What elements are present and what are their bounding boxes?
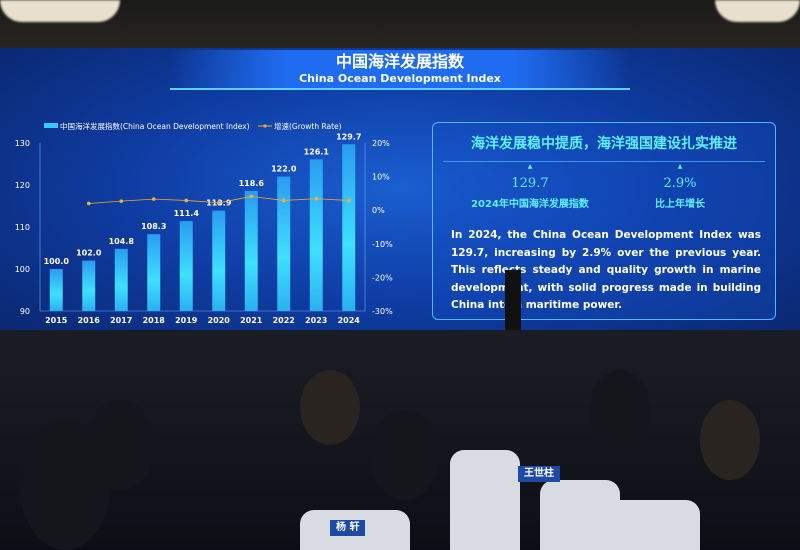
bar-value-label: 100.0 xyxy=(44,257,70,266)
summary-panel: 海洋发展稳中提质，海洋强国建设扎实推进 ▲ 129.7 2024年中国海洋发展指… xyxy=(432,122,776,320)
bar-value-label: 108.3 xyxy=(141,222,166,231)
growth-point-2024 xyxy=(346,198,351,203)
y-tick-label: 120 xyxy=(15,181,30,190)
audience-head xyxy=(370,410,440,500)
bar-value-label: 111.4 xyxy=(174,209,200,218)
triangle-up-icon: ▲ xyxy=(677,163,683,170)
stat-value: 129.7 xyxy=(511,176,549,191)
chair xyxy=(450,450,520,550)
legend-bar-label: 中国海洋发展指数(China Ocean Development Index) xyxy=(60,121,250,131)
x-tick-label: 2019 xyxy=(175,316,198,325)
legend-bar-swatch xyxy=(44,123,58,128)
bar-2021 xyxy=(244,190,258,311)
stat-label: 比上年增长 xyxy=(655,199,705,210)
growth-point-2018 xyxy=(151,197,156,201)
audience-head xyxy=(85,400,155,490)
growth-point-2019 xyxy=(184,198,189,203)
x-tick-label: 2020 xyxy=(208,316,231,325)
chandelier-left xyxy=(0,0,120,22)
growth-point-2017 xyxy=(119,199,124,203)
presentation-screen: 中国海洋发展指数 China Ocean Development Index 中… xyxy=(0,48,800,358)
growth-point-2020 xyxy=(216,201,221,205)
x-tick-label: 2024 xyxy=(338,316,361,325)
bar-2015 xyxy=(49,269,63,311)
x-tick-label: 2021 xyxy=(240,316,263,325)
y2-tick-label: -10% xyxy=(372,240,393,249)
panel-body-text: In 2024, the China Ocean Development Ind… xyxy=(451,229,761,311)
bar-2017 xyxy=(114,248,128,311)
audience-head xyxy=(700,400,760,480)
y-tick-label: 100 xyxy=(15,265,30,274)
stat-label: 2024年中国海洋发展指数 xyxy=(471,199,589,210)
legend-line-marker xyxy=(263,124,267,128)
bar-2018 xyxy=(147,234,161,311)
stat-growth: ▲ 2.9% 比上年增长 xyxy=(605,163,755,210)
title-en: China Ocean Development Index xyxy=(299,72,501,85)
y-tick-label: 90 xyxy=(20,307,30,316)
bar-2024 xyxy=(342,144,356,311)
x-tick-label: 2022 xyxy=(273,316,295,325)
audience-head xyxy=(590,370,650,450)
bar-value-label: 129.7 xyxy=(336,132,361,141)
audience: 王世柱 杨 轩 xyxy=(0,330,800,550)
index-chart: 中国海洋发展指数(China Ocean Development Index) … xyxy=(15,121,393,325)
ceiling xyxy=(0,0,800,50)
growth-point-2016 xyxy=(86,201,91,206)
legend: 中国海洋发展指数(China Ocean Development Index) … xyxy=(44,121,342,131)
x-tick-label: 2023 xyxy=(305,316,327,325)
y2-tick-label: -20% xyxy=(372,273,393,282)
legend-line-label: 增速(Growth Rate) xyxy=(274,121,342,131)
bar-value-label: 104.8 xyxy=(109,237,135,246)
divider xyxy=(443,161,765,162)
x-tick-label: 2018 xyxy=(143,316,166,325)
x-tick-label: 2017 xyxy=(110,316,132,325)
y2-tick-label: -30% xyxy=(372,307,393,316)
stat-index: ▲ 129.7 2024年中国海洋发展指数 xyxy=(455,163,605,210)
name-card: 杨 轩 xyxy=(330,520,366,536)
bar-2020 xyxy=(212,210,226,311)
triangle-up-icon: ▲ xyxy=(527,163,533,170)
bar-2022 xyxy=(277,176,291,311)
bar-value-label: 126.1 xyxy=(304,147,330,156)
growth-point-2021 xyxy=(249,194,254,199)
name-card: 王世柱 xyxy=(518,466,560,482)
audience-head xyxy=(300,370,360,445)
stat-value: 2.9% xyxy=(663,176,697,191)
growth-point-2023 xyxy=(314,196,319,201)
title-zh: 中国海洋发展指数 xyxy=(335,52,464,71)
x-tick-label: 2016 xyxy=(78,316,101,325)
y2-tick-label: 20% xyxy=(372,139,390,148)
bar-value-label: 122.0 xyxy=(271,165,297,174)
title-banner: 中国海洋发展指数 China Ocean Development Index xyxy=(170,50,630,90)
camera-tripod xyxy=(505,270,521,330)
y2-tick-label: 10% xyxy=(372,173,390,182)
bar-2019 xyxy=(179,221,193,311)
bar-value-label: 118.6 xyxy=(239,179,265,188)
chair xyxy=(590,500,700,550)
growth-point-2022 xyxy=(281,198,286,203)
x-tick-label: 2015 xyxy=(45,316,68,325)
y-tick-label: 110 xyxy=(15,223,30,232)
y2-tick-label: 0% xyxy=(372,206,385,215)
chandelier-right xyxy=(715,0,800,22)
bar-2023 xyxy=(309,159,323,311)
bar-2016 xyxy=(82,260,96,311)
y-tick-label: 130 xyxy=(15,139,30,148)
bar-value-label: 102.0 xyxy=(76,249,102,258)
panel-headline: 海洋发展稳中提质，海洋强国建设扎实推进 xyxy=(471,136,737,152)
